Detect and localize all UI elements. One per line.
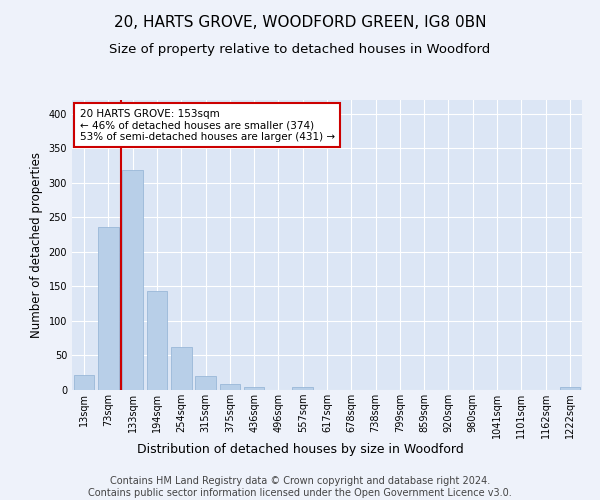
Bar xyxy=(220,384,240,390)
Bar xyxy=(146,290,167,390)
Text: Contains HM Land Registry data © Crown copyright and database right 2024.
Contai: Contains HM Land Registry data © Crown c… xyxy=(88,476,512,498)
Bar xyxy=(122,170,143,390)
Bar xyxy=(171,346,191,390)
Bar xyxy=(195,376,216,390)
Bar xyxy=(244,386,265,390)
Text: Size of property relative to detached houses in Woodford: Size of property relative to detached ho… xyxy=(109,42,491,56)
Bar xyxy=(560,387,580,390)
Text: Distribution of detached houses by size in Woodford: Distribution of detached houses by size … xyxy=(137,442,463,456)
Y-axis label: Number of detached properties: Number of detached properties xyxy=(30,152,43,338)
Bar xyxy=(98,227,119,390)
Bar xyxy=(74,375,94,390)
Text: 20 HARTS GROVE: 153sqm
← 46% of detached houses are smaller (374)
53% of semi-de: 20 HARTS GROVE: 153sqm ← 46% of detached… xyxy=(80,108,335,142)
Bar xyxy=(292,386,313,390)
Text: 20, HARTS GROVE, WOODFORD GREEN, IG8 0BN: 20, HARTS GROVE, WOODFORD GREEN, IG8 0BN xyxy=(114,15,486,30)
